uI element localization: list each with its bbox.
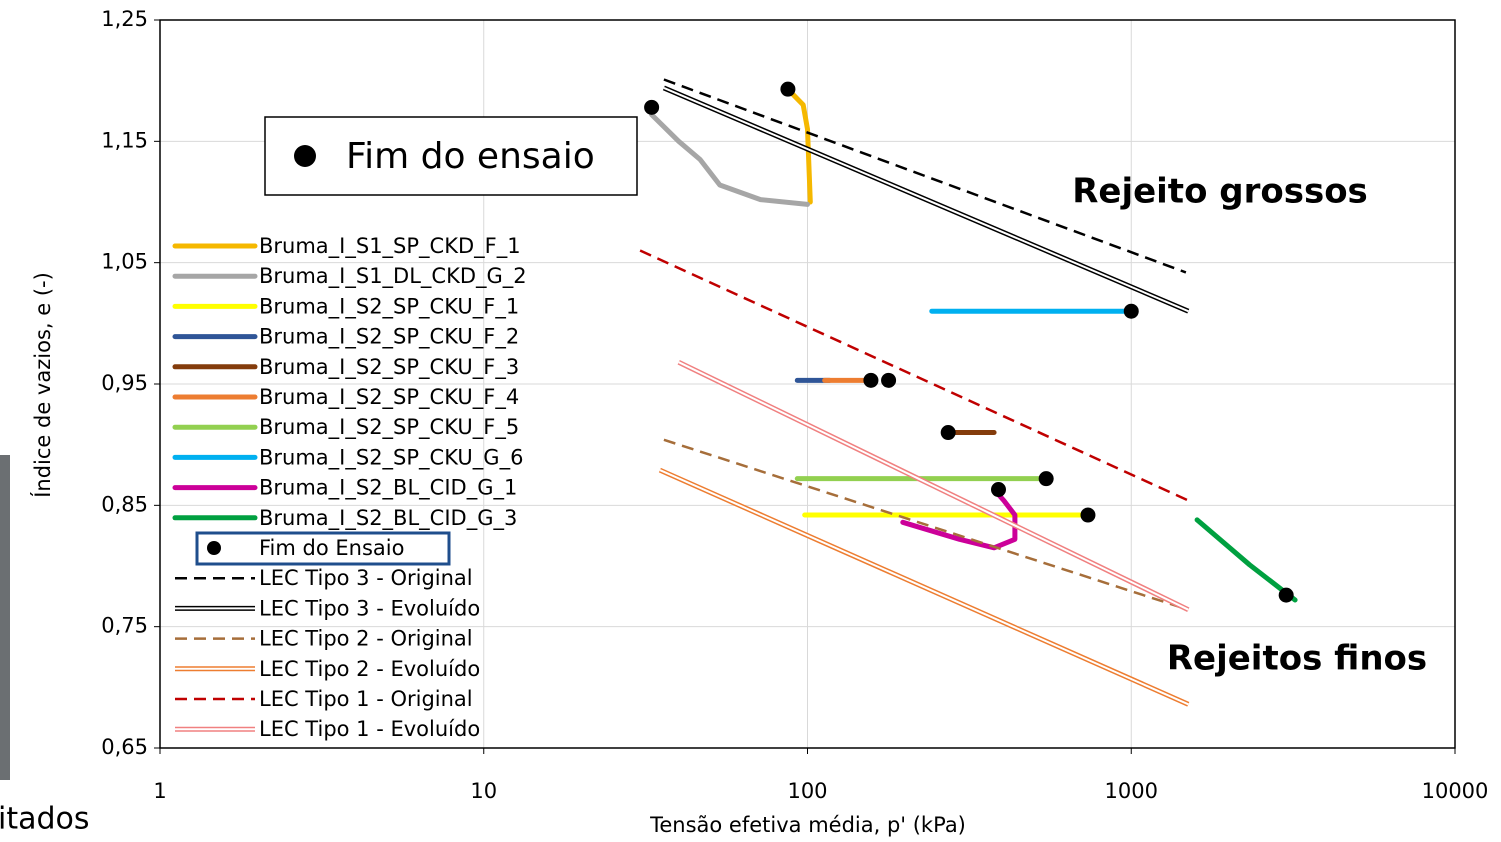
annotation: Rejeito grossos: [1072, 172, 1368, 212]
legend-marker: [207, 541, 221, 555]
series-line: [1194, 517, 1298, 603]
annotation: Rejeitos finos: [1167, 639, 1427, 679]
end-marker: [1038, 471, 1054, 487]
cropped-text: itados: [0, 802, 90, 837]
legend-label: Bruma_I_S1_DL_CKD_G_2: [259, 264, 527, 289]
inset-marker: [294, 145, 316, 167]
legend-label: Bruma_I_S1_SP_CKD_F_1: [259, 234, 521, 259]
legend-label: Bruma_I_S2_SP_CKU_G_6: [259, 445, 523, 470]
series-line-inner: [678, 361, 1189, 611]
series-line: [649, 112, 810, 207]
end-marker: [990, 482, 1006, 498]
end-marker: [780, 81, 796, 97]
legend-label: LEC Tipo 3 - Evoluído: [259, 596, 480, 620]
legend-label: LEC Tipo 1 - Evoluído: [259, 717, 480, 741]
series-layer: [639, 78, 1298, 707]
y-tick-label: 0,75: [101, 614, 148, 638]
y-tick-label: 1,05: [101, 250, 148, 274]
end-marker: [1080, 507, 1096, 523]
series-line: [663, 78, 1187, 274]
legend-label: Bruma_I_S2_SP_CKU_F_2: [259, 325, 519, 350]
inset-box: [264, 116, 638, 196]
end-marker: [863, 372, 879, 388]
legend-label: Bruma_I_S2_SP_CKU_F_3: [259, 355, 519, 380]
y-tick-label: 0,85: [101, 492, 148, 516]
x-tick-label: 10000: [1422, 779, 1489, 803]
y-tick-label: 0,65: [101, 735, 148, 759]
legend-label: Bruma_I_S2_SP_CKU_F_1: [259, 294, 519, 319]
y-tick-label: 0,95: [101, 371, 148, 395]
legend-label: LEC Tipo 3 - Original: [259, 566, 473, 590]
inset-label: Fim do ensaio: [346, 136, 595, 177]
legend: Bruma_I_S1_SP_CKD_F_1 Bruma_I_S1_DL_CKD_G…: [172, 234, 527, 741]
series-line-inner: [659, 469, 1189, 706]
end-marker: [881, 372, 897, 388]
x-tick-label: 10: [470, 779, 497, 803]
x-tick-label: 100: [787, 779, 827, 803]
series-line-inner: [663, 86, 1189, 313]
x-tick-label: 1: [153, 779, 166, 803]
series-line: [785, 86, 813, 205]
legend-label: Fim do Ensaio: [259, 536, 404, 560]
end-marker: [644, 99, 660, 115]
legend-label: Bruma_I_S2_BL_CID_G_1: [259, 476, 517, 501]
series-line: [639, 249, 1189, 502]
y-axis-label: Índice de vazios, e (-): [30, 272, 55, 498]
legend-highlight: [195, 531, 451, 566]
series-line: [900, 487, 1018, 551]
legend-label: Bruma_I_S2_SP_CKU_F_4: [259, 385, 519, 410]
end-marker: [1278, 587, 1294, 603]
legend-label: Bruma_I_S2_BL_CID_G_3: [259, 506, 517, 531]
end-marker: [940, 425, 956, 441]
legend-label: LEC Tipo 1 - Original: [259, 687, 473, 711]
legend-label: Bruma_I_S2_SP_CKU_F_5: [259, 415, 519, 440]
x-tick-label: 1000: [1105, 779, 1158, 803]
series-line: [663, 438, 1189, 611]
y-tick-label: 1,15: [101, 128, 148, 152]
x-axis-label: Tensão efetiva média, p' (kPa): [649, 813, 966, 837]
y-tick-label: 1,25: [101, 7, 148, 31]
legend-label: LEC Tipo 2 - Evoluído: [259, 657, 480, 681]
cropped-image: [0, 455, 10, 780]
legend-label: LEC Tipo 2 - Original: [259, 627, 473, 651]
plot-frame: [159, 19, 1456, 749]
end-marker: [1123, 303, 1139, 319]
